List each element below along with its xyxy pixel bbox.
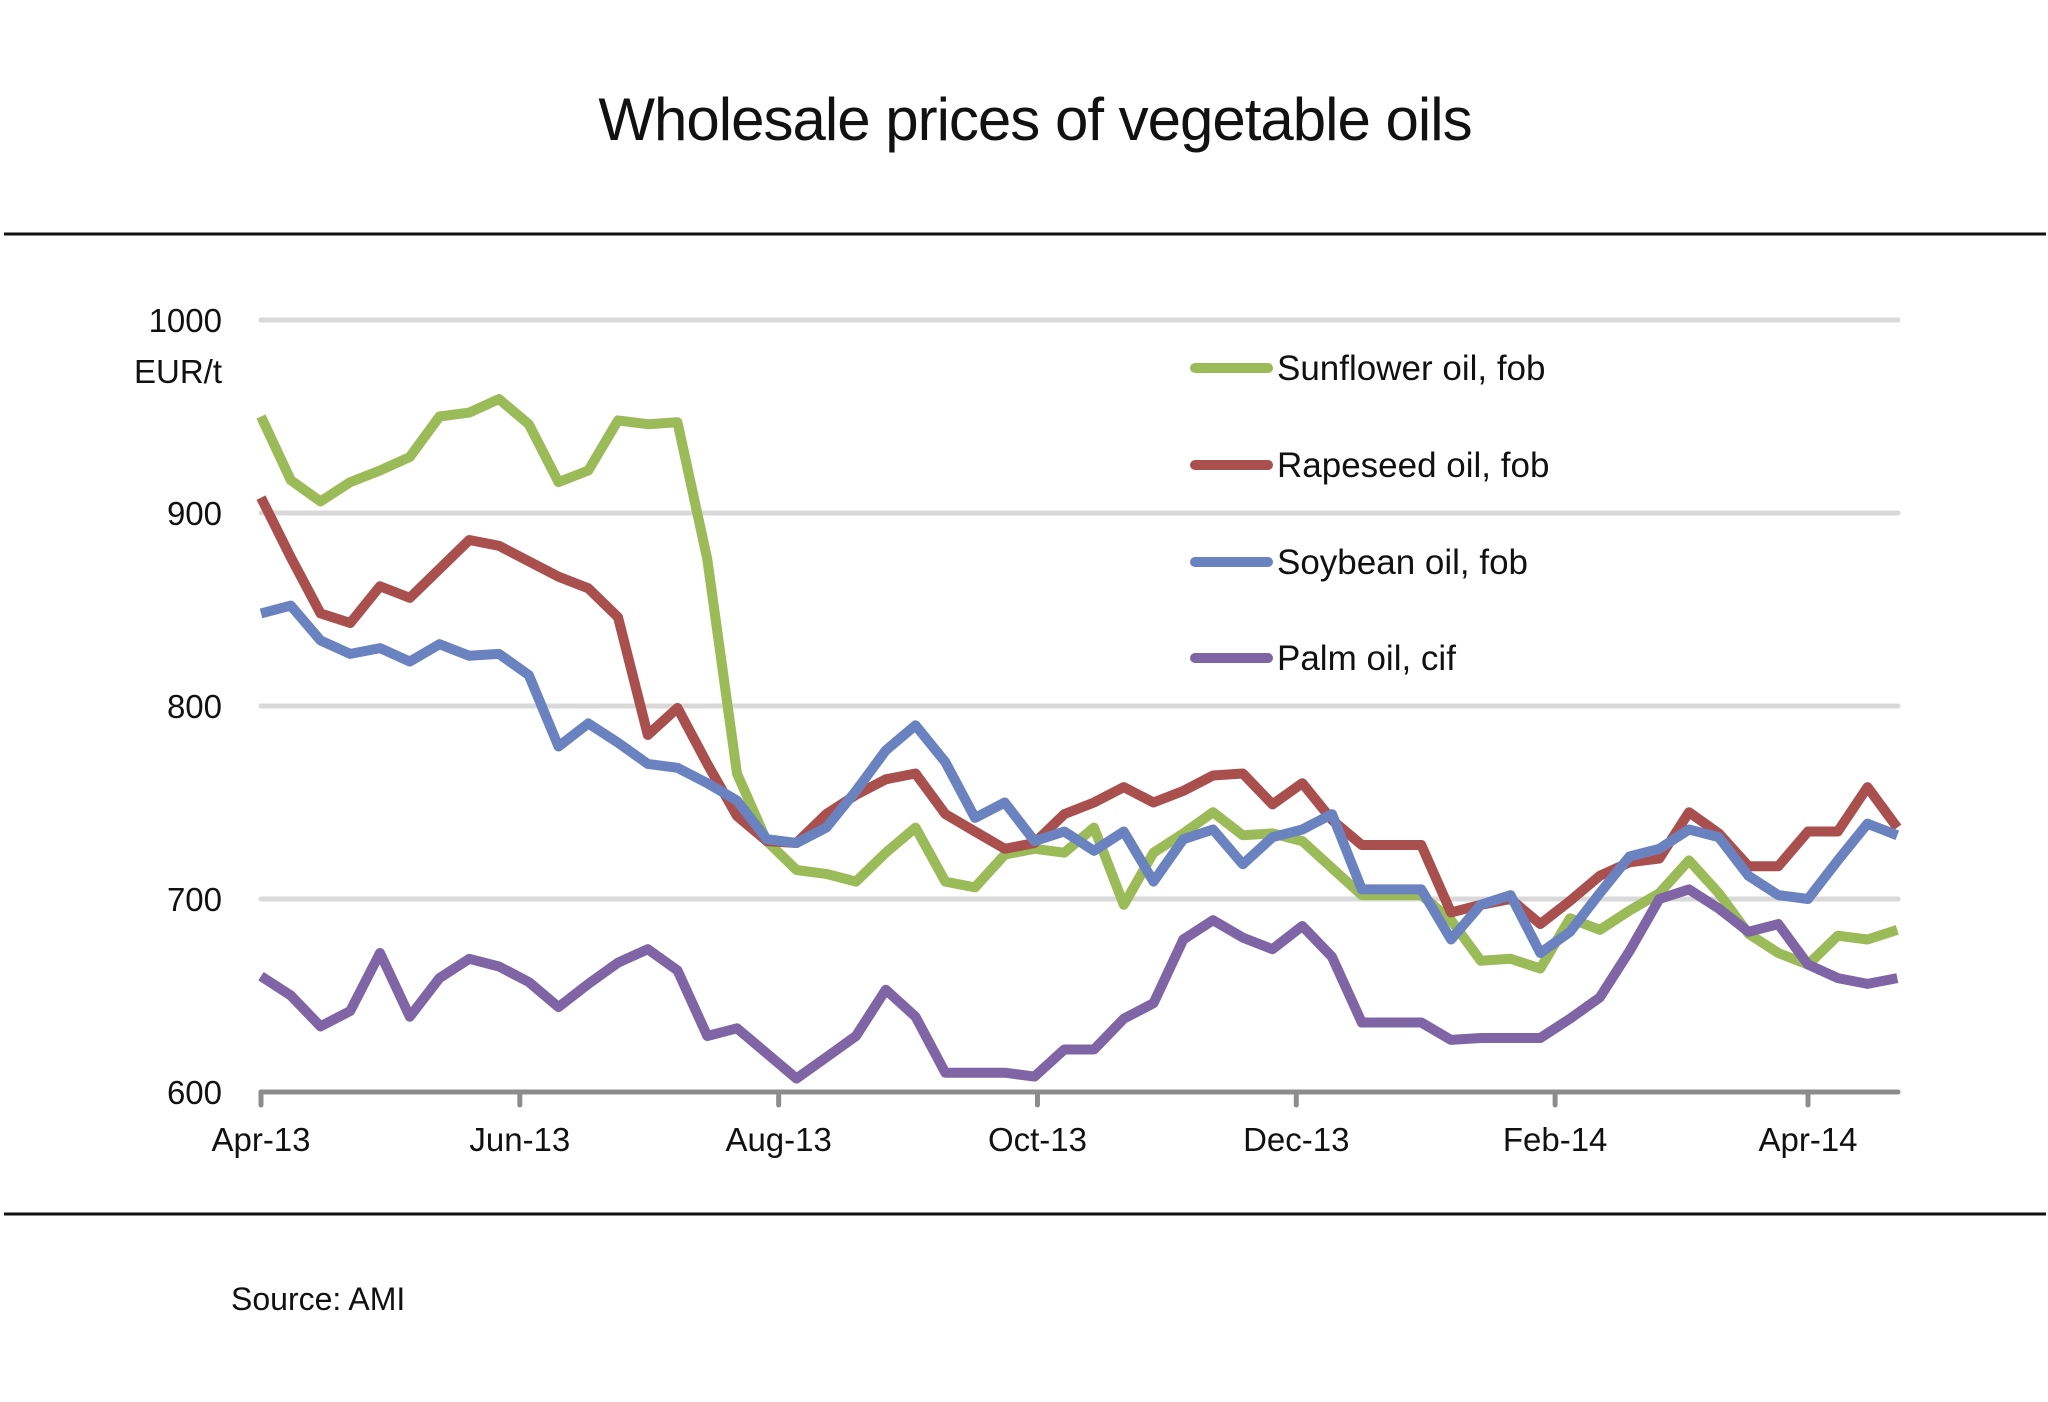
chart-title: Wholesale prices of vegetable oils [598, 86, 1471, 153]
x-tick-label: Apr-13 [211, 1121, 310, 1158]
y-axis-ticks: 600 700 800 900 1000 [149, 302, 222, 1111]
series-line-rapeseed-oil-fob [256, 495, 1902, 930]
x-tick-label: Oct-13 [988, 1121, 1087, 1158]
y-tick-label: 900 [167, 495, 222, 532]
y-tick-label: 800 [167, 688, 222, 725]
legend-label: Sunflower oil, fob [1277, 349, 1545, 388]
series-lines [256, 394, 1902, 1084]
legend-label: Rapeseed oil, fob [1277, 446, 1549, 485]
x-axis: Apr-13 Jun-13 Aug-13 Oct-13 Dec-13 Feb-14 Apr-… [211, 1089, 1901, 1158]
legend-item: Rapeseed oil, fob [1190, 446, 1549, 485]
legend-label: Soybean oil, fob [1277, 543, 1528, 582]
legend-item: Soybean oil, fob [1190, 543, 1528, 582]
y-axis-unit-label: EUR/t [134, 353, 222, 390]
series-line-soybean-oil-fob [259, 600, 1900, 958]
x-tick-label: Feb-14 [1503, 1121, 1608, 1158]
y-tick-label: 600 [167, 1074, 222, 1111]
x-tick-label: Dec-13 [1243, 1121, 1349, 1158]
legend: Sunflower oil, fob Rapeseed oil, fob Soybe… [1190, 349, 1549, 678]
legend-item: Palm oil, cif [1190, 639, 1456, 678]
gridlines [258, 317, 1901, 902]
series-line-palm-oil-cif [258, 884, 1899, 1084]
y-tick-label: 700 [167, 881, 222, 918]
series-line-sunflower-oil-fob [256, 394, 1899, 974]
x-tick-label: Aug-13 [725, 1121, 831, 1158]
x-tick-label: Apr-14 [1758, 1121, 1857, 1158]
y-tick-label: 1000 [149, 302, 222, 339]
legend-label: Palm oil, cif [1277, 639, 1456, 678]
source-note: Source: AMI [231, 1281, 405, 1317]
x-tick-label: Jun-13 [469, 1121, 570, 1158]
legend-item: Sunflower oil, fob [1190, 349, 1545, 388]
